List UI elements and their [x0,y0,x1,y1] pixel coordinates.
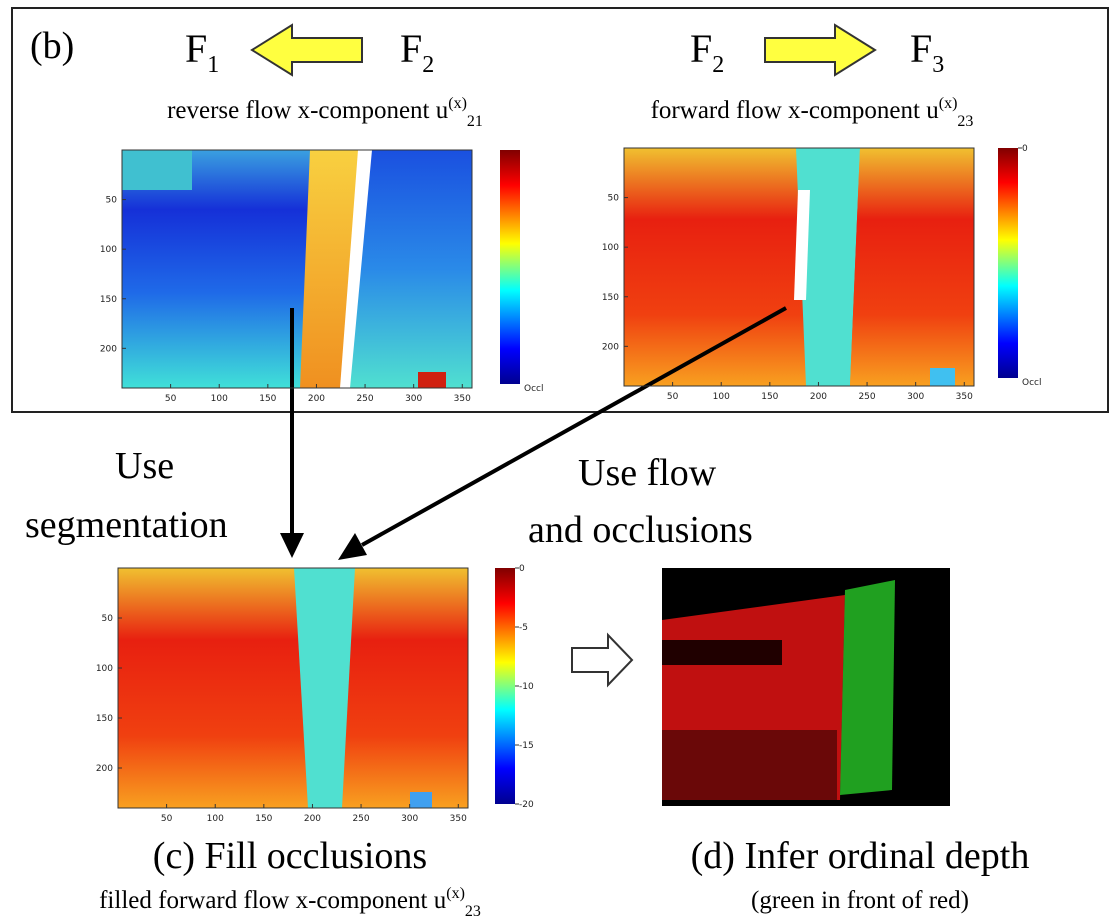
forward-arrow [765,25,875,75]
frame-symbol: F3 [910,26,944,78]
flow-map [624,148,974,386]
panel-title: (c) Fill occlusions [153,835,427,877]
x-tick-label: 100 [211,394,228,404]
colorbar-label: -5 [519,623,528,633]
symbol: F [910,26,932,71]
subscript: 23 [957,113,973,130]
colorbar-label: Occl [524,384,543,394]
y-tick-label: 200 [100,344,117,354]
x-tick-label: 200 [304,814,321,824]
y-tick-label: 150 [602,293,619,303]
symbol: F [690,26,712,71]
symbol: F [185,26,207,71]
subscript: 23 [465,903,481,920]
x-tick-label: 250 [352,814,369,824]
x-tick-label: 350 [454,394,471,404]
page: (b) F1 F2 F2 F3 Use segmentation Use flo… [0,0,1115,922]
colorbar-label: Occl [1022,378,1041,388]
x-tick-label: 100 [713,392,730,402]
x-tick-label: 100 [207,814,224,824]
y-tick-label: 50 [608,194,620,204]
y-tick-label: 50 [106,196,118,206]
plot-caption: reverse flow x-component u(x)21 [167,95,483,130]
x-tick-label: 350 [450,814,467,824]
frame-symbol: F1 [185,26,219,78]
subscript: 2 [422,52,434,78]
step-text: segmentation [25,504,228,546]
x-tick-label: 50 [165,394,177,404]
panel-title: (d) Infer ordinal depth [691,835,1030,877]
flow-map [118,568,468,808]
colorbar-label: 0 [519,564,525,574]
x-tick-label: 300 [907,392,924,402]
y-tick-label: 100 [96,664,113,674]
colorbar [998,148,1018,378]
y-tick-label: 50 [102,614,114,624]
colorbar [500,150,520,384]
depth-map [662,568,950,806]
outline-arrow [572,635,632,685]
subscript: 1 [207,52,219,78]
x-tick-label: 50 [161,814,173,824]
x-tick-label: 150 [761,392,778,402]
panel-label: (b) [30,25,74,67]
y-tick-label: 200 [602,342,619,352]
superscript: (x) [448,95,467,112]
figure: (b) F1 F2 F2 F3 Use segmentation Use flo… [0,0,1115,922]
x-tick-label: 350 [956,392,973,402]
colorbar-label: 0 [1022,144,1028,154]
superscript: (x) [939,95,958,112]
superscript: (x) [446,885,465,902]
frame-symbol: F2 [400,26,434,78]
y-tick-label: 150 [96,714,113,724]
y-tick-label: 100 [100,245,117,255]
x-tick-label: 150 [255,814,272,824]
reverse-arrow [252,25,362,75]
x-tick-label: 150 [259,394,276,404]
caption-text: filled forward flow x-component u [99,887,447,914]
subscript: 21 [467,113,483,130]
subscript: 3 [932,52,944,78]
frame-symbol: F2 [690,26,724,78]
caption-text: forward flow x-component u [651,97,940,124]
x-tick-label: 200 [308,394,325,404]
flow-map [122,150,472,388]
colorbar-label: -15 [519,741,534,751]
colorbar-label: -20 [519,800,534,810]
symbol: F [400,26,422,71]
colorbar [495,568,515,804]
colorbar-label: -10 [519,682,534,692]
x-tick-label: 250 [356,394,373,404]
step-text: Use flow [578,452,717,494]
step-text: Use [115,445,174,487]
plot-caption: forward flow x-component u(x)23 [651,95,974,130]
y-tick-label: 200 [96,764,113,774]
x-tick-label: 50 [667,392,679,402]
panel-caption: filled forward flow x-component u(x)23 [99,885,481,920]
x-tick-label: 300 [405,394,422,404]
x-tick-label: 250 [858,392,875,402]
panel-caption: (green in front of red) [751,887,969,914]
y-tick-label: 150 [100,295,117,305]
subscript: 2 [712,52,724,78]
x-tick-label: 300 [401,814,418,824]
caption-text: reverse flow x-component u [167,97,449,124]
step-text: and occlusions [528,509,753,551]
y-tick-label: 100 [602,243,619,253]
x-tick-label: 200 [810,392,827,402]
